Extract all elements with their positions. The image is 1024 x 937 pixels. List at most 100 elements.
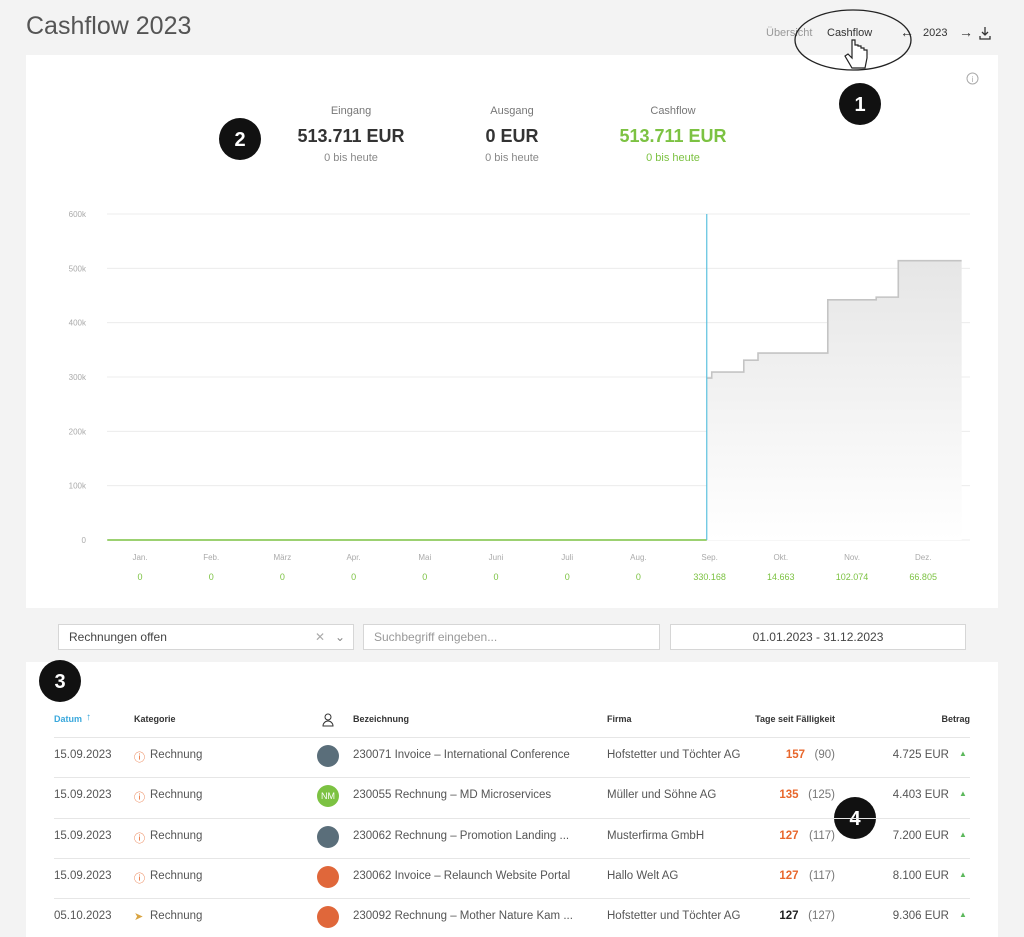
days-due: (125) xyxy=(808,789,835,802)
month-value: 102.074 xyxy=(836,572,869,582)
y-tick-label: 0 xyxy=(82,536,87,545)
row-separator xyxy=(54,898,970,900)
line xyxy=(706,259,962,379)
date: 05.10.2023 xyxy=(54,910,112,923)
next-year[interactable]: → xyxy=(959,24,973,40)
amount-trend: ▲ xyxy=(959,789,967,799)
y-tick-label: 100k xyxy=(69,482,87,491)
date: 15.09.2023 xyxy=(54,869,112,882)
category-icon: ⓘ xyxy=(134,832,145,845)
row-separator xyxy=(54,777,970,779)
month-value: 0 xyxy=(209,572,214,582)
column-header[interactable]: Bezeichnung xyxy=(353,714,410,724)
x-tick-label: Mai xyxy=(418,553,431,562)
sort-arrow[interactable]: ↑ xyxy=(86,712,91,723)
days: 127 xyxy=(779,910,799,923)
column-header[interactable]: Tage seit Fälligkeit xyxy=(755,714,835,724)
column-header[interactable]: Firma xyxy=(607,714,632,724)
tab-active[interactable]: Cashflow xyxy=(827,27,873,39)
month-value: 0 xyxy=(636,572,641,582)
category-icon: ➤ xyxy=(134,911,144,924)
company: Musterfirma GmbH xyxy=(607,829,705,842)
summary-sub: 0 bis heute xyxy=(324,152,378,164)
month-value: 0 xyxy=(280,572,285,582)
month-value: 0 xyxy=(351,572,356,582)
amount-trend: ▲ xyxy=(959,910,967,920)
summary-sub: 0 bis heute xyxy=(485,152,539,164)
search-input[interactable]: Suchbegriff eingeben... xyxy=(363,624,660,650)
category-icon: ⓘ xyxy=(134,872,145,885)
amount: 9.306 EUR xyxy=(892,910,949,923)
info-icon[interactable]: i xyxy=(966,72,979,85)
category-icon: ⓘ xyxy=(134,752,145,764)
title[interactable]: 230062 Invoice – Relaunch Website Portal xyxy=(353,869,571,882)
y-tick-label: 300k xyxy=(69,373,87,382)
year: 2023 xyxy=(923,27,948,39)
month-value: 0 xyxy=(422,572,427,582)
date: 15.09.2023 xyxy=(54,789,112,802)
row-separator xyxy=(54,737,970,738)
amount: 7.200 EUR xyxy=(892,829,949,842)
x-tick-label: Nov. xyxy=(844,553,860,562)
summary-sub: 0 bis heute xyxy=(646,152,700,164)
title[interactable]: 230062 Rechnung – Promotion Landing ... xyxy=(353,829,570,842)
prev-year[interactable]: ← xyxy=(900,24,914,40)
avatar xyxy=(317,825,339,848)
category: Rechnung xyxy=(150,869,203,882)
month-value: 66.805 xyxy=(909,572,937,582)
tab[interactable]: Übersicht xyxy=(766,27,813,39)
amount: 4.403 EUR xyxy=(892,789,949,802)
summary-value: 513.711 EUR xyxy=(297,126,405,146)
x-tick-label: Juni xyxy=(489,553,504,562)
area xyxy=(706,260,962,540)
month-value: 0 xyxy=(565,572,570,582)
company: Hofstetter und Töchter AG xyxy=(607,749,741,761)
y-tick-label: 200k xyxy=(69,427,87,436)
date-range[interactable]: 01.01.2023 - 31.12.2023 xyxy=(670,624,966,650)
category: Rechnung xyxy=(150,749,203,761)
x-tick-label: Juli xyxy=(561,553,573,562)
title[interactable]: 230092 Rechnung – Mother Nature Kam ... xyxy=(353,910,573,923)
amount-trend: ▲ xyxy=(959,869,967,879)
days-due: (117) xyxy=(809,869,835,882)
summary-value: 0 EUR xyxy=(485,126,539,146)
days-due: (90) xyxy=(814,749,835,761)
x-tick-label: März xyxy=(274,553,292,562)
summary-label: Eingang xyxy=(330,105,372,117)
company: Müller und Söhne AG xyxy=(607,789,717,802)
summary-value: 513.711 EUR xyxy=(619,126,727,146)
x-tick-label: Aug. xyxy=(630,553,646,562)
y-tick-label: 500k xyxy=(69,264,87,273)
days: 127 xyxy=(779,829,799,842)
days: 135 xyxy=(779,789,799,802)
title[interactable]: 230071 Invoice – International Conferenc… xyxy=(353,749,570,761)
amount: 4.725 EUR xyxy=(892,749,949,761)
days-due: (117) xyxy=(809,829,835,842)
chart: 0 100k 200k 300k 400k 500k 600k Jan. 0 Feb. 0 März 0… xyxy=(69,210,970,582)
page-title: Cashflow 2023 xyxy=(26,12,192,40)
column-header[interactable]: Kategorie xyxy=(134,714,176,724)
download[interactable] xyxy=(978,26,992,40)
category: Rechnung xyxy=(150,789,203,802)
x-tick-label: Sep. xyxy=(701,553,717,562)
summary-label: Ausgang xyxy=(490,105,534,117)
column-header[interactable]: Betrag xyxy=(941,714,970,724)
title[interactable]: 230055 Rechnung – MD Microservices xyxy=(353,789,552,802)
date: 15.09.2023 xyxy=(54,829,112,842)
category: Rechnung xyxy=(150,910,203,923)
x-tick-label: Okt. xyxy=(773,553,788,562)
y-tick-label: 600k xyxy=(69,210,87,219)
x-tick-label: Jan. xyxy=(132,553,147,562)
days: 127 xyxy=(779,869,799,882)
user-icon xyxy=(322,713,334,727)
column-header[interactable]: Datum xyxy=(54,714,83,724)
category: Rechnung xyxy=(150,829,203,842)
amount-trend: ▲ xyxy=(959,829,967,839)
category-icon: ⓘ xyxy=(134,792,145,805)
filter-select[interactable]: Rechnungen offen ✕ ⌄ xyxy=(58,624,354,650)
month-value: 0 xyxy=(137,572,142,582)
amount: 8.100 EUR xyxy=(892,869,949,882)
month-value: 14.663 xyxy=(767,572,795,582)
